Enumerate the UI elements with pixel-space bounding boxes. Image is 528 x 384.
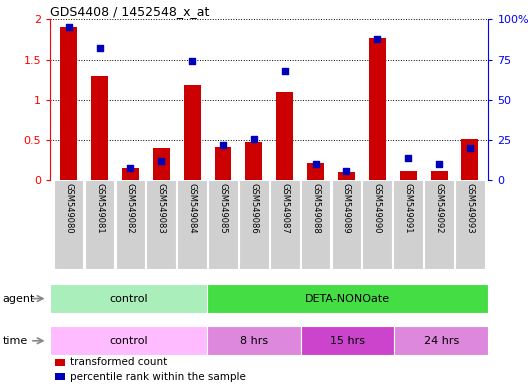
Point [96, 45, 104, 51]
Text: GSM549089: GSM549089 [342, 183, 351, 234]
Point [435, 161, 443, 167]
FancyBboxPatch shape [50, 326, 206, 355]
Bar [461, 139, 478, 180]
Text: 15 hrs: 15 hrs [330, 336, 365, 346]
FancyBboxPatch shape [455, 180, 485, 269]
Point [64, 24, 73, 30]
Bar [276, 92, 293, 180]
Bar [214, 147, 231, 180]
Bar [60, 27, 77, 180]
FancyBboxPatch shape [208, 180, 238, 269]
Text: agent: agent [3, 293, 35, 304]
Point [312, 161, 320, 167]
Point [373, 35, 382, 41]
Bar [91, 76, 108, 180]
FancyBboxPatch shape [239, 180, 269, 269]
FancyBboxPatch shape [424, 180, 454, 269]
Bar [54, 359, 65, 366]
Bar [400, 171, 417, 180]
Point [157, 158, 165, 164]
FancyBboxPatch shape [54, 180, 83, 269]
Bar [430, 171, 448, 180]
Text: GSM549080: GSM549080 [64, 183, 73, 234]
Text: GSM549092: GSM549092 [435, 183, 444, 233]
Text: control: control [109, 293, 148, 304]
Bar [246, 142, 262, 180]
Text: GSM549088: GSM549088 [311, 183, 320, 234]
FancyBboxPatch shape [177, 180, 207, 269]
Text: GSM549093: GSM549093 [465, 183, 474, 234]
Bar [54, 373, 65, 380]
Text: GSM549085: GSM549085 [219, 183, 228, 234]
Text: GSM549090: GSM549090 [373, 183, 382, 233]
Point [219, 142, 227, 148]
Text: GSM549081: GSM549081 [95, 183, 104, 234]
FancyBboxPatch shape [300, 326, 394, 355]
FancyBboxPatch shape [206, 326, 300, 355]
FancyBboxPatch shape [50, 284, 206, 313]
Text: time: time [3, 336, 28, 346]
FancyBboxPatch shape [394, 326, 488, 355]
Text: GSM549082: GSM549082 [126, 183, 135, 234]
FancyBboxPatch shape [116, 180, 145, 269]
Text: transformed count: transformed count [70, 358, 167, 367]
Text: GDS4408 / 1452548_x_at: GDS4408 / 1452548_x_at [50, 5, 210, 18]
Point [126, 164, 135, 170]
FancyBboxPatch shape [84, 180, 115, 269]
Bar [122, 168, 139, 180]
Text: GSM549091: GSM549091 [404, 183, 413, 233]
Text: percentile rank within the sample: percentile rank within the sample [70, 372, 246, 382]
Text: 24 hrs: 24 hrs [424, 336, 459, 346]
Text: GSM549087: GSM549087 [280, 183, 289, 234]
FancyBboxPatch shape [270, 180, 299, 269]
Point [188, 58, 196, 64]
Bar [307, 163, 324, 180]
FancyBboxPatch shape [363, 180, 392, 269]
Text: GSM549083: GSM549083 [157, 183, 166, 234]
Bar [153, 148, 169, 180]
FancyBboxPatch shape [206, 284, 488, 313]
Text: 8 hrs: 8 hrs [240, 336, 268, 346]
Point [404, 155, 412, 161]
Text: DETA-NONOate: DETA-NONOate [305, 293, 390, 304]
Bar [338, 172, 355, 180]
Bar [184, 85, 201, 180]
Point [342, 168, 351, 174]
Text: GSM549086: GSM549086 [249, 183, 258, 234]
FancyBboxPatch shape [301, 180, 331, 269]
FancyBboxPatch shape [393, 180, 423, 269]
Bar [369, 38, 386, 180]
Point [466, 145, 474, 151]
Text: GSM549084: GSM549084 [187, 183, 196, 234]
Point [280, 68, 289, 74]
FancyBboxPatch shape [332, 180, 361, 269]
FancyBboxPatch shape [146, 180, 176, 269]
Text: control: control [109, 336, 148, 346]
Point [250, 136, 258, 142]
